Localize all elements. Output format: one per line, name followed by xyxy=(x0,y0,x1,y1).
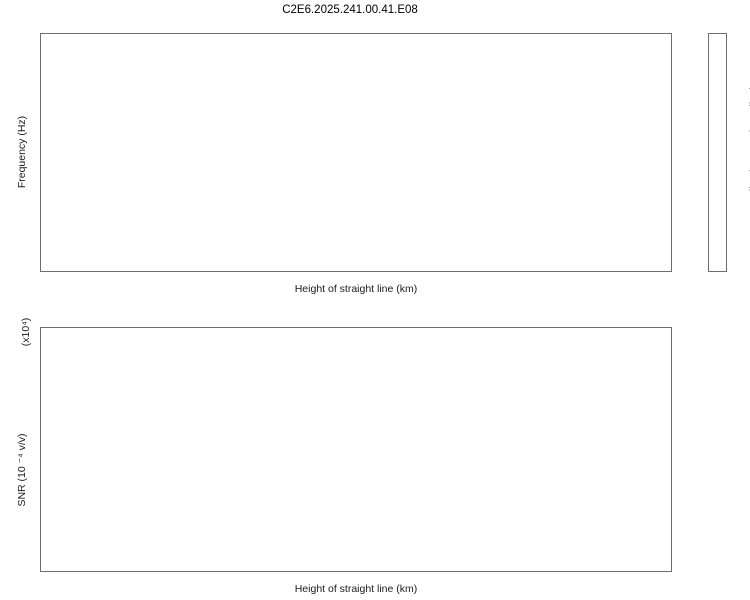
snr-x-axis-label: Height of straight line (km) xyxy=(294,583,418,595)
spectrogram-y-axis-label: Frequency (Hz) xyxy=(16,115,28,189)
spectrogram-image xyxy=(41,34,671,271)
colorbar xyxy=(708,33,727,272)
figure-title: C2E6.2025.241.00.41.E08 xyxy=(282,4,418,16)
colorbar-gradient xyxy=(709,34,726,271)
snr-y-axis-label: SNR (10 ⁻⁴ v/v) xyxy=(16,433,28,507)
snr-line-trace xyxy=(41,328,671,571)
spectrogram-plot-area xyxy=(40,33,672,272)
colorbar-label: Normalized spectral amplitude xyxy=(748,81,750,223)
spectrogram-x-axis-label: Height of straight line (km) xyxy=(294,283,418,295)
snr-plot-area xyxy=(40,327,672,572)
snr-y-axis-exponent: (x10⁴) xyxy=(20,317,32,347)
